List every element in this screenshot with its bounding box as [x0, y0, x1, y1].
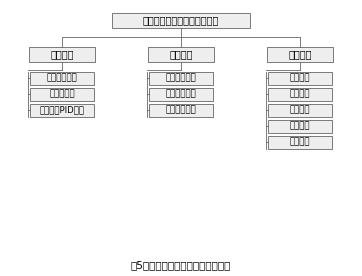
FancyBboxPatch shape — [268, 87, 332, 100]
FancyBboxPatch shape — [268, 104, 332, 116]
Text: 图5：试验系统软件功能结构示意图: 图5：试验系统软件功能结构示意图 — [131, 260, 231, 270]
FancyBboxPatch shape — [30, 104, 94, 116]
FancyBboxPatch shape — [149, 104, 213, 116]
Text: 加载载荷监控: 加载载荷监控 — [166, 89, 196, 99]
Text: 液压加载: 液压加载 — [50, 49, 74, 59]
FancyBboxPatch shape — [29, 46, 95, 62]
Text: 数据处理: 数据处理 — [288, 49, 312, 59]
Text: 数据存储: 数据存储 — [290, 105, 310, 115]
Text: 发动机连杆拉压疲劳试验系统: 发动机连杆拉压疲劳试验系统 — [143, 15, 219, 25]
Text: 数据采集: 数据采集 — [290, 73, 310, 83]
Text: 加载载荷计算: 加载载荷计算 — [47, 73, 77, 83]
Text: 数据监测: 数据监测 — [290, 89, 310, 99]
FancyBboxPatch shape — [30, 71, 94, 84]
FancyBboxPatch shape — [267, 46, 333, 62]
Text: 试验监控: 试验监控 — [169, 49, 193, 59]
Text: 非对称加载: 非对称加载 — [49, 89, 75, 99]
FancyBboxPatch shape — [268, 71, 332, 84]
FancyBboxPatch shape — [149, 71, 213, 84]
FancyBboxPatch shape — [149, 87, 213, 100]
Text: 安全故障监控: 安全故障监控 — [166, 105, 196, 115]
Text: 疲劳破坏监控: 疲劳破坏监控 — [166, 73, 196, 83]
FancyBboxPatch shape — [112, 12, 250, 28]
FancyBboxPatch shape — [30, 87, 94, 100]
FancyBboxPatch shape — [148, 46, 214, 62]
Text: 数据分析: 数据分析 — [290, 121, 310, 131]
FancyBboxPatch shape — [268, 120, 332, 132]
Text: 数据打印: 数据打印 — [290, 137, 310, 147]
FancyBboxPatch shape — [268, 136, 332, 148]
Text: 加载载荷PID控制: 加载载荷PID控制 — [39, 105, 84, 115]
